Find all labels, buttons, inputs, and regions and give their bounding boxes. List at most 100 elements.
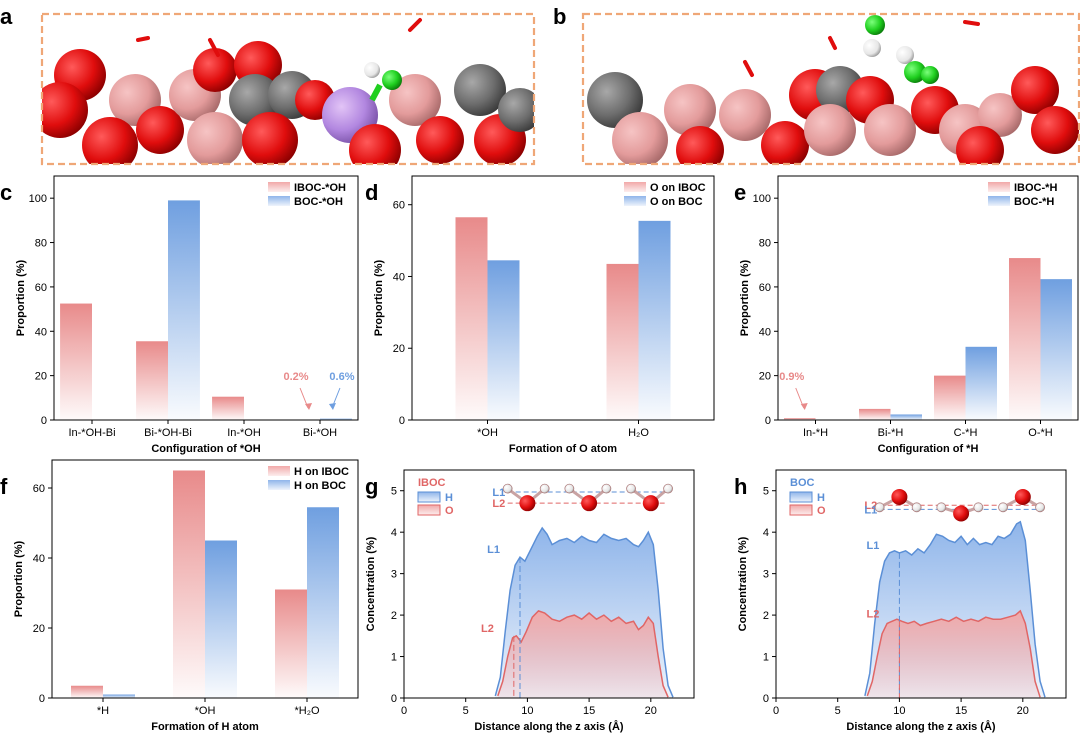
molecular-snapshot-a [42,18,534,164]
y-tick-label-h: 1 [763,652,769,664]
x-tick-label-c: In-*OH [227,427,261,439]
axes-frame-c [53,175,359,421]
bar-chart-e: e In-*H Bi-*H C-*H O-*H 0 20 40 60 80 100 Proportio… [734,175,1079,455]
y-tick-label-c: 0 [41,415,47,427]
level-label-g-1: L2 [492,498,505,510]
x-tick-label-g: 10 [521,705,533,717]
panel-label-a: a [0,4,13,29]
dashed-frame-b [581,12,1080,166]
y-tick-label-h: 0 [763,693,769,705]
atom-h-g [663,483,673,494]
legend-label-f-0: H on IBOC [294,466,349,478]
annotation-c-1: 0.6% [329,371,354,383]
y-tick-label-d: 60 [393,200,405,212]
y-tick-label-h: 5 [763,486,769,498]
y-tick-label-d: 20 [393,343,405,355]
annotation-c-0: 0.2% [284,371,309,383]
atom-o-h [891,488,908,505]
legend-title-h: BOC [790,477,815,489]
x-tick-label-h: 20 [1017,705,1029,717]
y-tick-label-e: 60 [759,282,771,294]
axes-frame-e [777,175,1079,421]
bar-e-0-2 [934,375,966,420]
bar-d-0-0 [455,217,488,420]
y-tick-label-d: 0 [399,415,405,427]
y-tick-label-e: 100 [753,193,771,205]
x-tick-label-e: In-*H [803,427,828,439]
y-axis-title-h: Concentration (%) [737,536,749,631]
bar-chart-f: f *H *OH *H₂O 0 20 40 60 Proportion (%) Formation… [0,459,359,733]
x-tick-label-h: 10 [893,705,905,717]
x-tick-label-e: C-*H [954,427,978,439]
panel-label-c: c [0,180,12,205]
x-axis-title-f: Formation of H atom [151,721,259,733]
annotation-arrowhead-c-0 [305,403,313,410]
panel-label-b: b [553,4,566,29]
axes-frame-h [775,469,1067,699]
atom-o-h [1014,488,1031,505]
legend-swatch-e-1 [988,196,1010,206]
x-axis-title-c: Configuration of *OH [151,443,260,455]
y-tick-label-h: 2 [763,610,769,622]
x-axis-title-d: Formation of O atom [509,443,617,455]
x-tick-label-h: 0 [773,705,779,717]
legend-swatch-d-1 [624,196,646,206]
atom-h-g [539,483,550,494]
x-tick-label-c: In-*OH-Bi [68,427,115,439]
surface-molecule-strip-g [502,483,673,512]
atom-h-g [601,483,612,494]
atom-h-h [874,502,885,513]
y-tick-label-f: 40 [33,553,45,565]
legend-label-c-0: IBOC-*OH [294,182,346,194]
y-tick-label-c: 100 [29,193,47,205]
y-tick-label-f: 60 [33,483,45,495]
y-tick-label-g: 4 [391,527,397,539]
x-tick-label-g: 20 [645,705,657,717]
bar-f-1-2 [307,507,339,698]
x-tick-label-c: Bi-*OH [303,427,337,439]
marker-label-h-0: L1 [867,540,880,552]
panel-label-g: g [365,474,378,499]
y-tick-label-e: 20 [759,371,771,383]
legend-swatch-g-H [417,491,441,503]
bar-c-1-1 [168,200,200,420]
x-tick-label-h: 15 [955,705,967,717]
y-axis-title-e: Proportion (%) [739,259,751,336]
atom-h-g [626,483,636,494]
atom-o-g [581,495,598,512]
legend-label-h-H: H [817,492,825,504]
y-tick-label-g: 2 [391,610,397,622]
annotation-arrowhead-e-0 [800,403,808,410]
bar-e-0-0 [784,418,816,420]
dashed-frame-a [40,12,536,166]
level-label-g-0: L1 [492,487,505,499]
y-tick-label-e: 40 [759,326,771,338]
area-line-h-O [866,609,1041,698]
bar-e-0-1 [859,408,891,420]
y-tick-label-h: 4 [763,527,769,539]
x-tick-label-e: O-*H [1028,427,1053,439]
y-axis-title-c: Proportion (%) [15,259,27,336]
annotation-e-0: 0.9% [779,371,804,383]
bar-e-1-2 [965,346,997,420]
bar-d-0-1 [606,263,639,420]
x-tick-label-c: Bi-*OH-Bi [144,427,192,439]
y-tick-label-f: 20 [33,623,45,635]
legend-label-e-0: IBOC-*H [1014,182,1057,194]
legend-label-e-1: BOC-*H [1014,196,1054,208]
y-tick-label-c: 80 [35,238,47,250]
atom-h-g [564,483,575,494]
legend-swatch-g-O [417,504,441,516]
legend-title-g: IBOC [418,477,446,489]
legend-swatch-h-H [789,491,813,503]
legend-swatch-f-1 [268,480,290,490]
marker-label-h-1: L2 [867,608,880,620]
legend-swatch-f-0 [268,466,290,476]
bar-e-0-3 [1009,258,1041,420]
legend-label-c-1: BOC-*OH [294,196,343,208]
y-tick-label-f: 0 [39,693,45,705]
area-fill-g-O [497,610,669,698]
axes-frame-f [51,459,359,699]
